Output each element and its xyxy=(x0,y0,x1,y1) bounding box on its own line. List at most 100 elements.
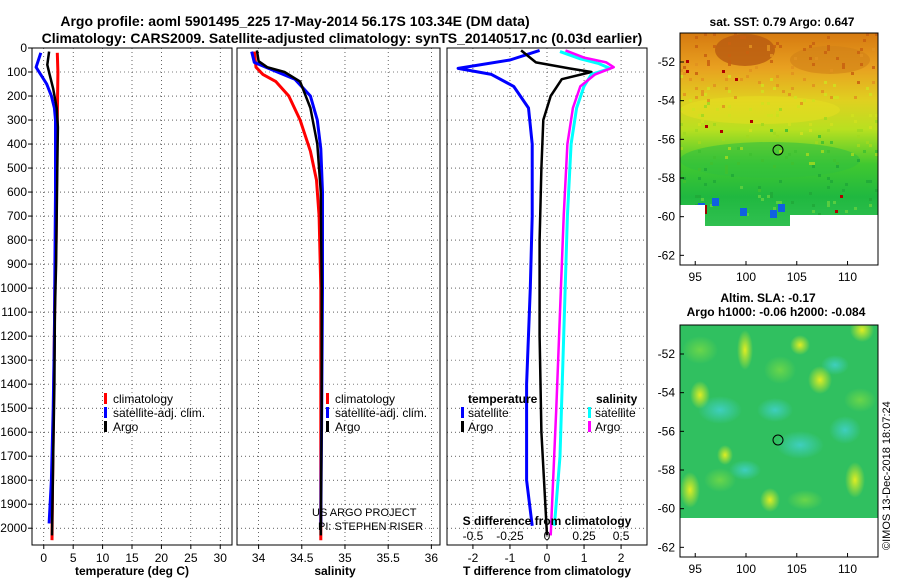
sst-pixel xyxy=(704,33,707,36)
sst-pixel xyxy=(770,192,773,195)
sst-pixel xyxy=(857,129,860,132)
legend-salinity-title: salinity xyxy=(596,392,638,406)
y-tick-label: 1500 xyxy=(0,401,27,415)
x-tick-label: -1 xyxy=(505,551,516,565)
sst-pixel xyxy=(725,156,728,159)
sst-pixel xyxy=(794,96,797,99)
sla-eddy xyxy=(704,468,736,492)
sla-eddy xyxy=(787,490,823,510)
sst-yellow-band xyxy=(680,96,840,124)
temperature-x-ticks: 0 5 10 15 20 25 30 xyxy=(40,545,227,565)
legend-satellite-swatch xyxy=(326,407,329,418)
sst-pixel xyxy=(698,168,701,171)
sst-pixel xyxy=(851,153,854,156)
x-tick-label: 35.5 xyxy=(376,551,400,565)
sst-pixel xyxy=(812,84,815,87)
sst-pixel xyxy=(740,186,743,189)
lon-tick-label: 105 xyxy=(787,270,807,284)
sst-pixel xyxy=(755,66,758,69)
sst-pixel xyxy=(869,144,872,147)
x-tick-label: 5 xyxy=(70,551,77,565)
sla-eddy xyxy=(764,356,796,384)
sst-pixel xyxy=(725,87,728,90)
sst-pixel xyxy=(713,156,716,159)
salinity-frame xyxy=(236,47,441,546)
sst-pixel xyxy=(785,156,788,159)
sst-argo-marker xyxy=(772,144,784,156)
sst-pixel xyxy=(737,147,740,150)
lat-tick-label: -58 xyxy=(658,463,676,477)
lon-tick-label: 100 xyxy=(736,270,756,284)
sst-pixel xyxy=(680,108,683,111)
sst-pixel xyxy=(770,78,773,81)
sst-pixel xyxy=(680,123,683,126)
sst-pixel xyxy=(683,132,686,135)
series-line-argo xyxy=(46,51,60,536)
sst-pixel xyxy=(854,120,857,123)
y-tick-label: 100 xyxy=(7,65,27,79)
sst-land-gap-2 xyxy=(790,215,878,226)
sst-pixel xyxy=(779,150,782,153)
sst-red-pixel xyxy=(840,195,843,198)
x-tick-label: 34 xyxy=(252,551,266,565)
difference-panel: -2 -1 0 1 2 -0.5 -0.25 0 0.25 0.5 S difference f… xyxy=(446,47,648,578)
sst-field xyxy=(680,33,878,226)
sst-pixel xyxy=(758,189,761,192)
sst-pixel xyxy=(824,117,827,120)
legend-satellite-swatch xyxy=(104,407,107,418)
sst-pixel xyxy=(827,45,830,48)
sst-pixel xyxy=(821,150,824,153)
salinity-difference-ticks: -0.5 -0.25 0 0.25 0.5 xyxy=(463,529,630,543)
figure-title-line1: Argo profile: aoml 5901495_225 17-May-20… xyxy=(60,13,529,29)
sst-pixel xyxy=(761,159,764,162)
sst-pixel xyxy=(785,129,788,132)
series-line-s-satellite xyxy=(552,50,612,526)
sst-red-pixel xyxy=(686,70,689,73)
sst-pixel xyxy=(707,87,710,90)
sst-pixel xyxy=(728,90,731,93)
salinity-legend: climatology satellite-adj. clim. Argo xyxy=(326,392,427,434)
sst-pixel xyxy=(812,204,815,207)
sst-pixel xyxy=(707,60,710,63)
sla-eddy xyxy=(757,398,793,422)
difference-series xyxy=(456,48,615,536)
lon-tick-label: 95 xyxy=(689,562,703,576)
sst-pixel xyxy=(698,150,701,153)
sst-pixel xyxy=(683,93,686,96)
sst-pixel xyxy=(791,72,794,75)
sst-pixel xyxy=(713,84,716,87)
sst-pixel xyxy=(875,189,878,192)
sst-pixel xyxy=(869,126,872,129)
series-line-t-satellite xyxy=(456,48,541,526)
lon-tick-label: 110 xyxy=(838,562,857,576)
sst-pixel xyxy=(818,174,821,177)
legend-satellite-label: satellite-adj. clim. xyxy=(335,406,427,420)
sst-pixel xyxy=(791,162,794,165)
sst-pixel xyxy=(815,57,818,60)
sst-pixel xyxy=(689,78,692,81)
sst-pixel xyxy=(809,162,812,165)
sst-pixel xyxy=(824,93,827,96)
x-tick-label: 35 xyxy=(338,551,352,565)
sst-pixel xyxy=(803,48,806,51)
legend-t-argo-label: Argo xyxy=(468,420,494,434)
y-tick-label: 900 xyxy=(7,257,27,271)
sst-pixel xyxy=(824,51,827,54)
sla-eddy xyxy=(729,460,761,480)
sst-pixel xyxy=(704,168,707,171)
sst-pixel xyxy=(749,69,752,72)
y-tick-label: 1800 xyxy=(0,473,27,487)
s-diff-tick-label: -0.5 xyxy=(463,529,484,543)
sla-eddy xyxy=(821,355,849,375)
lon-tick-label: 100 xyxy=(736,562,756,576)
x-tick-label: 10 xyxy=(96,551,110,565)
sla-eddy xyxy=(776,431,824,459)
sst-pixel xyxy=(767,45,770,48)
sst-pixel xyxy=(728,60,731,63)
difference-x-ticks: -2 -1 0 1 2 xyxy=(468,545,625,565)
sst-pixel xyxy=(701,198,704,201)
lat-tick-label: -52 xyxy=(658,347,676,361)
sst-pixel xyxy=(776,111,779,114)
sst-pixel xyxy=(794,150,797,153)
sst-pixel xyxy=(809,57,812,60)
